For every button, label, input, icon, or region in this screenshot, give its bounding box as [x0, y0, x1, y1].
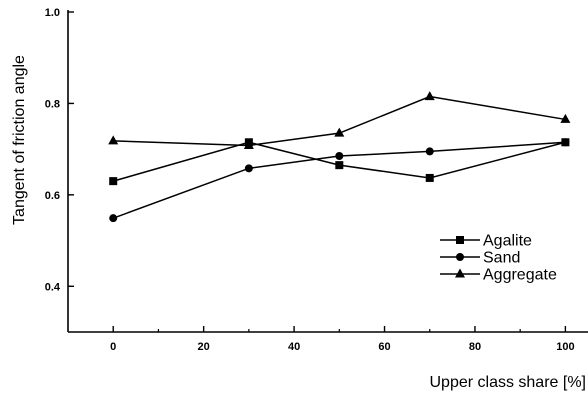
y-tick-label: 0.8	[45, 98, 60, 110]
data-point-aggregate	[560, 113, 571, 123]
y-axis-title: Tangent of friction angle	[11, 55, 28, 225]
data-point-agalite	[425, 173, 434, 182]
series-agalite	[109, 138, 570, 186]
x-tick-label: 100	[556, 341, 574, 353]
data-point-sand	[244, 164, 253, 173]
series-aggregate	[108, 91, 571, 149]
legend-label-sand: Sand	[483, 250, 520, 267]
data-point-aggregate	[243, 139, 254, 149]
data-point-sand	[335, 152, 344, 160]
legend-marker-sand	[456, 253, 464, 261]
series-sand	[109, 138, 570, 223]
y-tick-label: 0.4	[45, 281, 61, 293]
data-point-sand	[561, 138, 570, 147]
data-point-agalite	[335, 161, 344, 170]
y-tick-label: 1.0	[45, 7, 60, 19]
y-tick-label: 0.6	[45, 190, 60, 202]
data-point-agalite	[109, 177, 118, 186]
x-tick-label: 60	[378, 341, 390, 353]
legend-marker-agalite	[456, 236, 464, 244]
data-point-sand	[109, 214, 118, 223]
data-point-aggregate	[334, 127, 345, 137]
x-tick-label: 80	[469, 341, 481, 353]
data-point-aggregate	[108, 135, 119, 145]
x-tick-label: 40	[288, 341, 300, 353]
legend-label-agalite: Agalite	[483, 233, 532, 250]
data-point-sand	[425, 147, 434, 156]
axes: 0 20 40 60 80 100 0.4 0.6 0.8 1.0	[45, 7, 588, 353]
data-point-aggregate	[424, 91, 435, 101]
x-axis-title: Upper class share [%]	[429, 374, 586, 391]
legend-marker-aggregate	[455, 268, 465, 278]
x-tick-label: 20	[198, 341, 210, 353]
x-tick-label: 0	[110, 341, 116, 353]
series-line-aggregate	[113, 95, 566, 147]
legend-label-aggregate: Aggregate	[483, 267, 557, 284]
series-layer	[108, 91, 571, 223]
